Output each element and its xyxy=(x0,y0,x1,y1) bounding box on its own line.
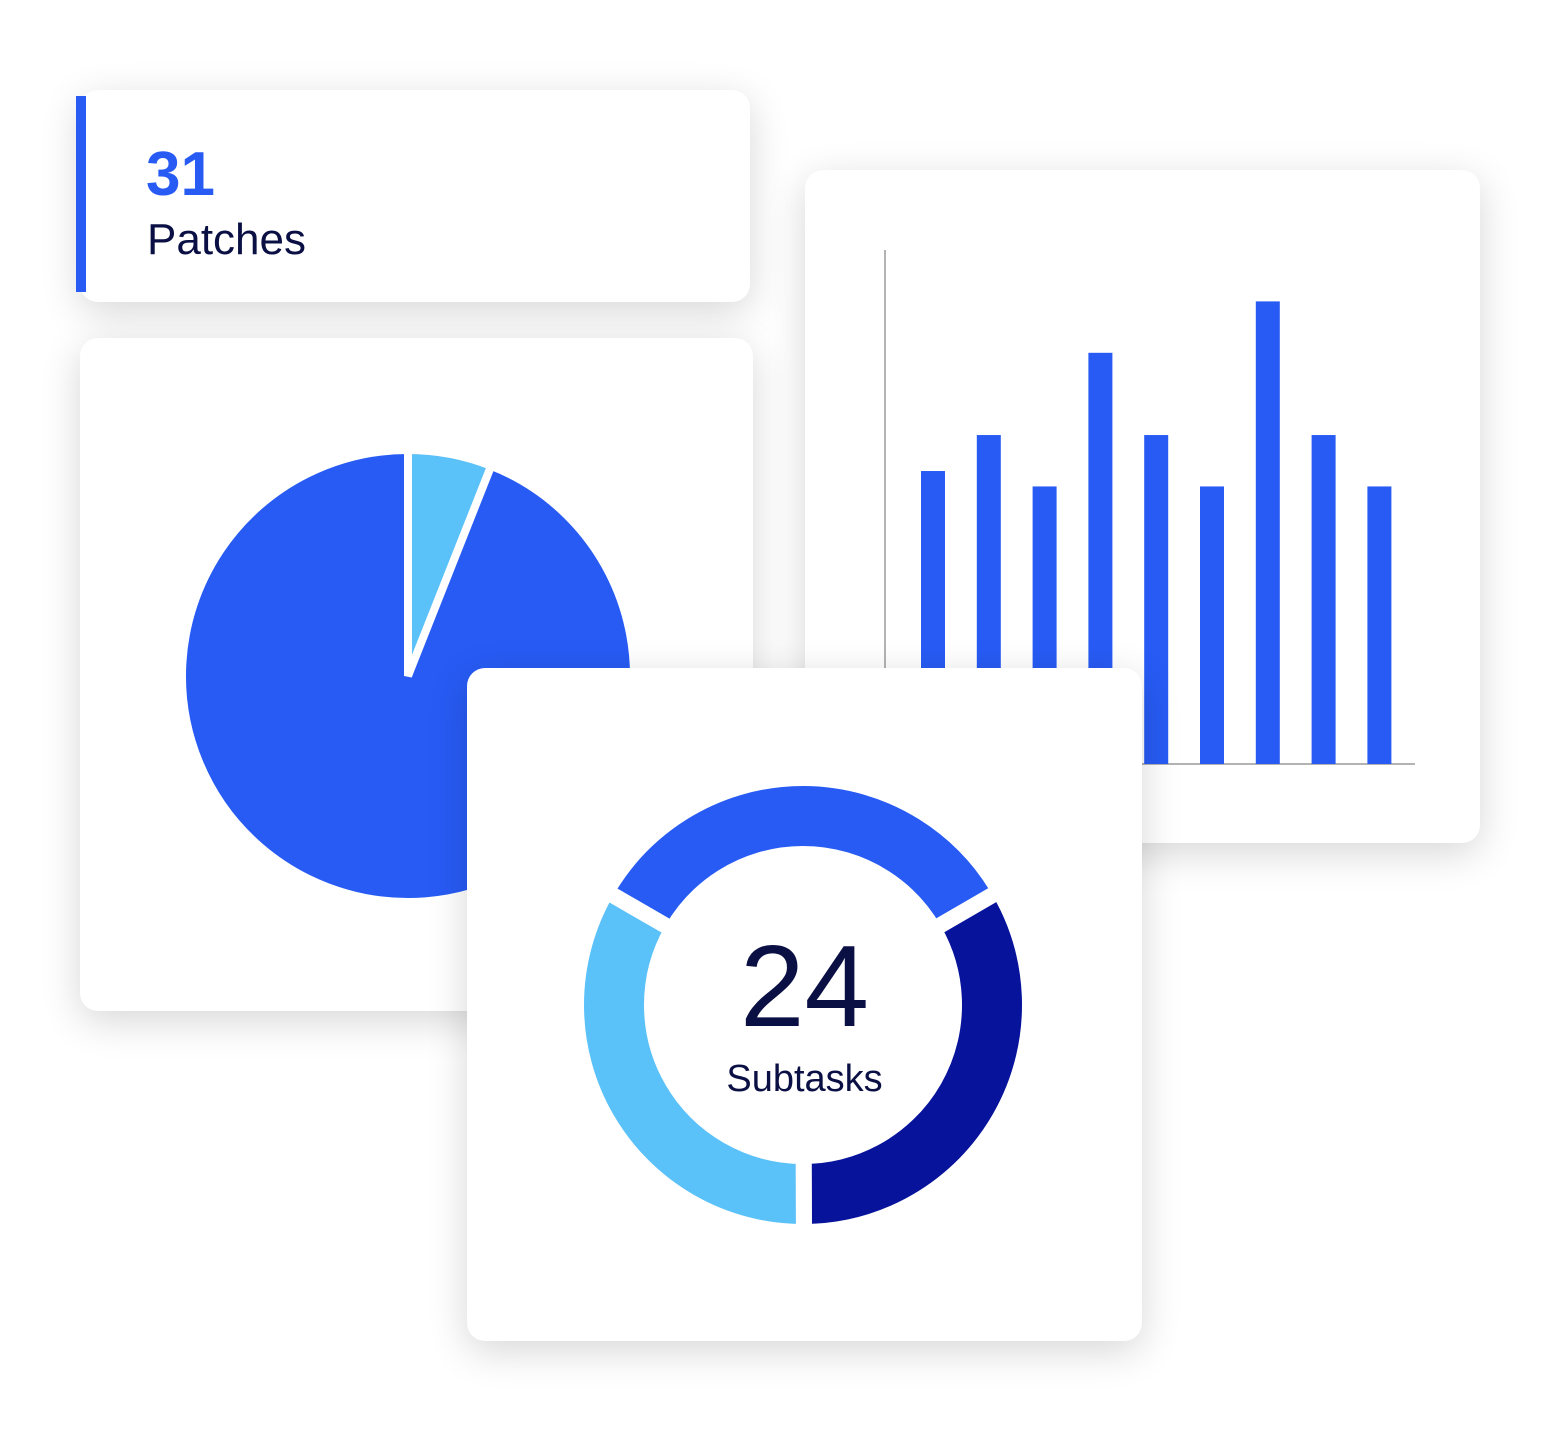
subtasks-label: Subtasks xyxy=(726,1058,883,1100)
patches-stat-card xyxy=(80,90,750,302)
donut-chart xyxy=(568,770,1038,1241)
donut-segment xyxy=(568,880,812,1240)
subtasks-count: 24 xyxy=(739,921,870,1051)
patches-label: Patches xyxy=(147,215,306,264)
bar xyxy=(1311,435,1336,764)
donut-segment xyxy=(595,770,1011,941)
bar xyxy=(1367,486,1392,764)
bar xyxy=(1255,301,1280,764)
stat-accent-bar xyxy=(76,96,86,292)
bar xyxy=(1144,435,1169,764)
subtasks-donut-card: 24 Subtasks xyxy=(467,668,1142,1341)
patches-count: 31 xyxy=(146,140,215,209)
donut-segment xyxy=(795,880,1038,1241)
bar xyxy=(1200,486,1224,764)
